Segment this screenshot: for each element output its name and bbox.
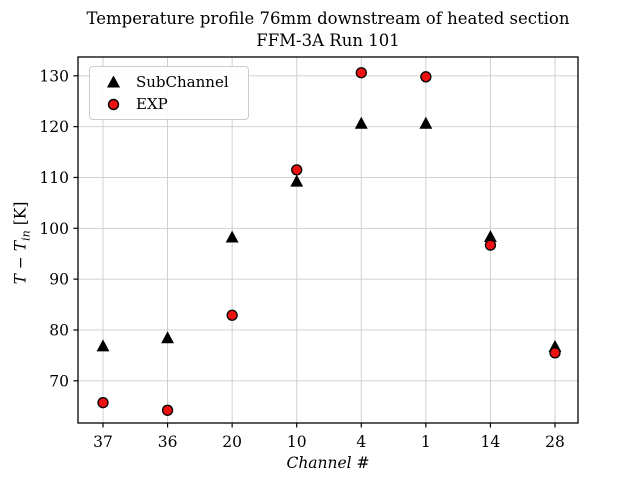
y-axis-label: T − Tin [K] [11, 202, 32, 285]
data-point-subchannel [225, 230, 239, 243]
y-tick-label: 130 [39, 67, 69, 85]
data-point-exp [549, 347, 561, 359]
x-tick-label: 4 [356, 433, 366, 451]
data-point-exp [161, 404, 174, 416]
x-tick-label: 1 [421, 433, 431, 451]
data-point-exp [484, 239, 497, 251]
data-point-exp [420, 71, 432, 83]
y-axis-label-unit: [K] [11, 201, 30, 231]
x-tick-label: 36 [158, 433, 178, 451]
chart-title-line1: Temperature profile 76mm downstream of h… [86, 9, 570, 28]
data-point-subchannel [354, 116, 368, 129]
x-tick-label: 14 [481, 433, 501, 451]
x-tick-label: 28 [545, 433, 565, 451]
x-tick-label: 20 [222, 433, 242, 451]
legend-item-subchannel: SubChannel [90, 72, 248, 92]
triangle-marker-icon [106, 76, 120, 88]
x-tick-label: 37 [93, 433, 113, 451]
legend: SubChannel EXP [89, 66, 249, 120]
y-axis-label-subscript: in [19, 230, 33, 241]
y-tick-label: 90 [49, 271, 69, 289]
data-point-subchannel [161, 331, 175, 344]
y-tick-label: 100 [39, 220, 69, 238]
x-tick-label: 10 [287, 433, 307, 451]
chart-title-line2: FFM-3A Run 101 [256, 31, 400, 50]
y-axis-label-var: T − T [11, 240, 30, 285]
data-point-subchannel [96, 339, 110, 352]
data-point-exp [226, 309, 238, 321]
legend-label-exp: EXP [136, 95, 168, 113]
axes-frame [77, 56, 579, 424]
circle-marker-icon [106, 98, 120, 111]
y-tick-label: 110 [39, 169, 69, 187]
data-point-exp [355, 67, 367, 79]
data-point-exp [97, 397, 109, 409]
chart-title: Temperature profile 76mm downstream of h… [78, 8, 578, 52]
x-axis-label: Channel # [286, 454, 370, 472]
y-tick-label: 80 [49, 321, 69, 339]
legend-label-subchannel: SubChannel [136, 73, 229, 91]
data-point-subchannel [419, 116, 433, 129]
legend-item-exp: EXP [90, 94, 248, 114]
data-point-subchannel [290, 174, 304, 187]
y-tick-label: 120 [39, 118, 69, 136]
data-point-exp [291, 164, 303, 176]
y-tick-label: 70 [49, 372, 69, 390]
